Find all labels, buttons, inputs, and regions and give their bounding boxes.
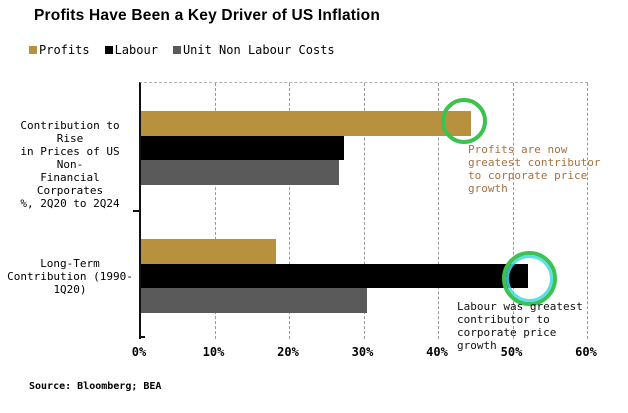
legend-item-unit-non-labour-costs: Unit Non Labour Costs: [172, 43, 335, 57]
legend-swatch-icon: [104, 46, 113, 54]
bar-unit-non-labour-costs-group1: [141, 160, 340, 185]
legend-label: Labour: [114, 43, 158, 57]
source-note: Source: Bloomberg; BEA: [29, 381, 162, 392]
x-axis-origin-tick: [139, 336, 145, 338]
x-tick-label-10%: 10%: [202, 345, 225, 359]
x-tick-label-60%: 60%: [575, 345, 597, 359]
legend-label: Unit Non Labour Costs: [182, 43, 335, 57]
bar-unit-non-labour-costs-group2: [141, 288, 368, 313]
plot-area: [139, 82, 588, 339]
legend-label: Profits: [39, 43, 90, 57]
y-axis-group-tick: [133, 210, 140, 212]
legend: Profits Labour Unit Non Labour Costs: [29, 43, 335, 57]
x-tick-label-20%: 20%: [277, 345, 299, 359]
x-tick-label-0%: 0%: [131, 345, 147, 359]
highlight-circle-profits: [441, 98, 487, 144]
category-label-group2: Long-Term Contribution (1990- 1Q20): [7, 257, 133, 296]
x-tick-label-30%: 30%: [351, 345, 374, 359]
gridline-40%: [438, 83, 439, 339]
gridline-20%: [289, 83, 290, 339]
gridline-10%: [214, 83, 216, 339]
bar-labour-group2: [141, 263, 528, 289]
legend-item-profits: Profits: [29, 43, 90, 57]
category-label-group1: Contribution to Rise in Prices of US Non…: [20, 119, 120, 210]
highlight-circle-labour: [502, 251, 557, 306]
gridline-30%: [363, 83, 365, 339]
annotation-labour: Labour was greatest contributor to corpo…: [457, 300, 583, 352]
legend-swatch-icon: [172, 46, 181, 54]
legend-swatch-icon: [29, 46, 37, 54]
bar-labour-group1: [141, 135, 344, 161]
chart-title: Profits Have Been a Key Driver of US Inf…: [34, 7, 380, 24]
x-tick-label-50%: 50%: [500, 345, 523, 359]
bar-profits-group2: [141, 239, 276, 264]
legend-item-labour: Labour: [104, 43, 158, 57]
gridline-50%: [512, 83, 514, 339]
gridline-60%: [587, 83, 588, 339]
annotation-profits: Profits are now greatest contributor to …: [468, 143, 601, 195]
x-tick-label-40%: 40%: [426, 345, 448, 359]
bar-profits-group1: [141, 111, 472, 136]
